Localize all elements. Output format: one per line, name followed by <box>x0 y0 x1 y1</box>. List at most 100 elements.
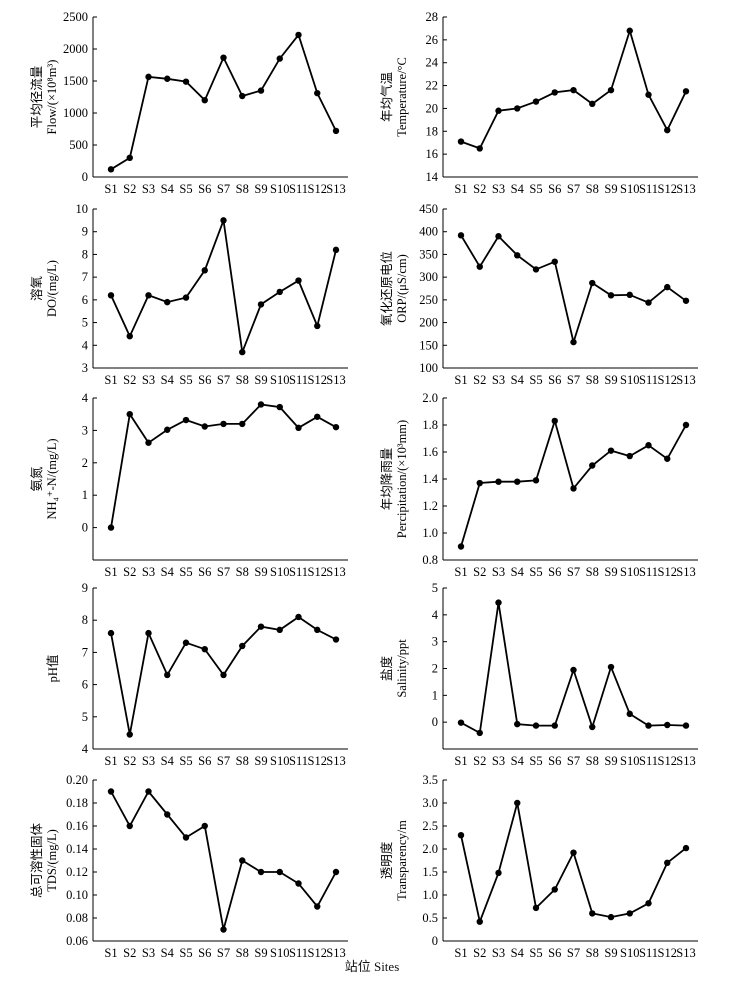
x-tick-label: S4 <box>511 373 525 387</box>
y-tick-label: 24 <box>426 56 439 70</box>
x-tick-label: S4 <box>511 565 525 579</box>
y-tick-label: 0 <box>82 170 88 184</box>
data-point-S11 <box>645 442 652 449</box>
y-tick-label: 0.06 <box>66 934 88 948</box>
x-tick-label: S9 <box>604 182 617 196</box>
x-tick-label: S10 <box>620 182 639 196</box>
x-tick-label: S6 <box>198 182 211 196</box>
data-point-S6 <box>201 645 208 653</box>
data-point-S4 <box>164 426 171 433</box>
data-point-S3 <box>145 439 152 446</box>
data-point-S2 <box>476 729 483 737</box>
y-tick-label: 500 <box>69 138 88 152</box>
data-point-S9 <box>607 913 615 921</box>
x-tick-label: S2 <box>123 946 136 960</box>
data-point-S1 <box>107 629 115 637</box>
x-tick-label: S4 <box>161 946 175 960</box>
x-tick-label: S10 <box>620 754 639 768</box>
x-tick-label: S8 <box>586 373 599 387</box>
x-tick-label: S8 <box>236 754 249 768</box>
y-tick-label: 14 <box>426 170 439 184</box>
x-tick-label: S3 <box>142 182 155 196</box>
x-tick-label: S2 <box>123 182 136 196</box>
x-tick-label: S5 <box>179 754 192 768</box>
data-point-S6 <box>551 89 558 96</box>
x-tick-label: S12 <box>308 946 327 960</box>
y-tick-label: 9 <box>82 225 88 239</box>
y-tick-label: 3 <box>82 423 88 437</box>
data-point-S2 <box>476 145 483 152</box>
x-tick-label: S8 <box>586 565 599 579</box>
y-tick-label: 20 <box>426 101 439 115</box>
x-tick-label: S3 <box>492 182 505 196</box>
x-tick-label: S5 <box>529 373 542 387</box>
chart-panel-9: 0.06 0.08 0.10 0.12 0.14 0.16 0.18 0.20 S1 S2 S3 S4… <box>29 773 348 960</box>
data-point-S7 <box>570 666 577 674</box>
y-tick-label: 1.0 <box>422 888 438 902</box>
data-point-S11 <box>295 613 302 621</box>
x-tick-label: S9 <box>604 565 617 579</box>
data-point-S6 <box>551 258 558 265</box>
data-point-S1 <box>457 543 465 550</box>
x-tick-label: S3 <box>492 373 505 387</box>
y-tick-label: 7 <box>82 270 88 284</box>
y-axis-title: 平均径流量 <box>30 66 44 129</box>
data-point-S13 <box>332 868 340 876</box>
x-tick-label: S9 <box>604 946 617 960</box>
data-point-S9 <box>257 868 265 876</box>
y-tick-label: 0.20 <box>66 773 88 787</box>
data-point-S7 <box>570 86 577 94</box>
data-point-S5 <box>532 98 540 105</box>
y-tick-label: 18 <box>426 124 439 138</box>
y-tick-label: 7 <box>82 645 88 659</box>
data-point-S6 <box>551 722 558 729</box>
data-point-S2 <box>476 263 483 270</box>
data-point-S9 <box>257 87 265 94</box>
data-point-S11 <box>645 91 652 98</box>
x-tick-label: S9 <box>254 373 267 387</box>
x-tick-label: S2 <box>123 754 136 768</box>
x-tick-label: S6 <box>548 373 561 387</box>
series-line <box>460 802 687 925</box>
x-tick-label: S4 <box>511 754 525 768</box>
y-tick-label: 6 <box>82 678 88 692</box>
x-tick-label: S10 <box>620 373 639 387</box>
chart-panel-5: 0 1 2 3 4 S1 S2 S3 S4 S5 S6 S7 S8 S9 S10 S11 S12 S13 氨氮 NH₄… <box>29 391 348 579</box>
data-point-S3 <box>145 629 152 637</box>
data-point-S12 <box>664 283 671 291</box>
data-point-S10 <box>626 910 633 917</box>
x-tick-label: S11 <box>639 754 658 768</box>
data-point-S3 <box>145 788 152 795</box>
x-tick-label: S3 <box>142 565 155 579</box>
x-tick-label: S1 <box>104 182 117 196</box>
y-tick-label: 3.0 <box>422 796 438 810</box>
data-point-S4 <box>514 478 521 485</box>
x-tick-label: S7 <box>217 373 230 387</box>
x-tick-label: S4 <box>161 373 175 387</box>
data-point-S11 <box>645 722 652 729</box>
series-line <box>110 220 337 356</box>
data-point-S13 <box>332 246 340 254</box>
data-point-S13 <box>682 88 690 95</box>
x-tick-label: S7 <box>217 754 230 768</box>
data-point-S11 <box>295 880 302 887</box>
x-tick-label: S1 <box>454 754 467 768</box>
x-tick-label: S11 <box>289 565 308 579</box>
y-tick-label: 100 <box>419 361 438 375</box>
series-line <box>460 234 687 346</box>
y-axis-title: pH值 <box>45 655 60 683</box>
data-point-S10 <box>276 626 283 634</box>
x-tick-label: S4 <box>161 182 175 196</box>
x-tick-label: S12 <box>308 565 327 579</box>
y-tick-label: 0.10 <box>66 888 88 902</box>
x-tick-label: S3 <box>142 373 155 387</box>
data-point-S8 <box>589 910 596 917</box>
x-tick-label: S3 <box>142 754 155 768</box>
y-tick-label: 4 <box>82 742 89 756</box>
data-point-S8 <box>239 857 246 864</box>
x-tick-label: S5 <box>179 182 192 196</box>
data-point-S11 <box>645 299 652 306</box>
chart-panel-7: 4 5 6 7 8 9 S1 S2 S3 S4 S5 S6 S7 S8 S9 S10 S11 S12 S13 pH值 <box>45 581 348 768</box>
data-point-S10 <box>276 55 283 62</box>
